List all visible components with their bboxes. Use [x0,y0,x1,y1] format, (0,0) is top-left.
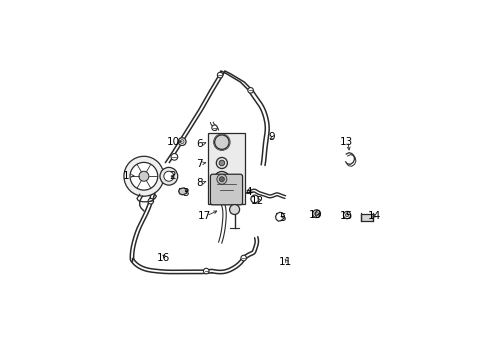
Circle shape [203,268,208,274]
Circle shape [343,211,350,219]
Text: 5: 5 [279,213,285,223]
Text: 6: 6 [196,139,202,149]
FancyBboxPatch shape [210,174,242,205]
Text: 10: 10 [308,210,322,220]
Circle shape [217,174,226,184]
Text: 4: 4 [245,186,252,197]
Circle shape [241,255,246,261]
Circle shape [171,153,177,160]
Circle shape [345,213,348,217]
Circle shape [148,198,153,204]
Text: 3: 3 [182,188,188,198]
Circle shape [163,171,173,181]
Text: 2: 2 [169,171,176,181]
Text: 13: 13 [339,136,352,147]
Text: 9: 9 [267,132,274,143]
Circle shape [216,157,227,168]
Circle shape [314,212,318,216]
Text: 8: 8 [196,178,202,188]
Text: 7: 7 [196,159,202,169]
Bar [361,214,372,221]
Circle shape [139,171,148,181]
Text: 11: 11 [278,257,291,267]
Text: 10: 10 [166,136,179,147]
Circle shape [160,167,177,185]
Text: 16: 16 [156,253,169,263]
Text: 15: 15 [339,211,352,221]
Text: 1: 1 [122,171,129,181]
Bar [207,133,244,204]
Text: 12: 12 [250,196,264,206]
Circle shape [214,171,229,187]
Circle shape [217,72,223,78]
Circle shape [211,125,217,131]
Circle shape [178,138,185,145]
Circle shape [123,156,163,196]
Text: 14: 14 [366,211,380,221]
Circle shape [180,140,183,144]
Text: 17: 17 [198,211,211,221]
Circle shape [130,162,158,190]
Circle shape [312,210,320,217]
Circle shape [219,160,224,166]
Polygon shape [178,188,187,195]
Circle shape [247,87,253,93]
Circle shape [229,204,239,215]
Circle shape [214,135,228,149]
Circle shape [219,177,224,182]
